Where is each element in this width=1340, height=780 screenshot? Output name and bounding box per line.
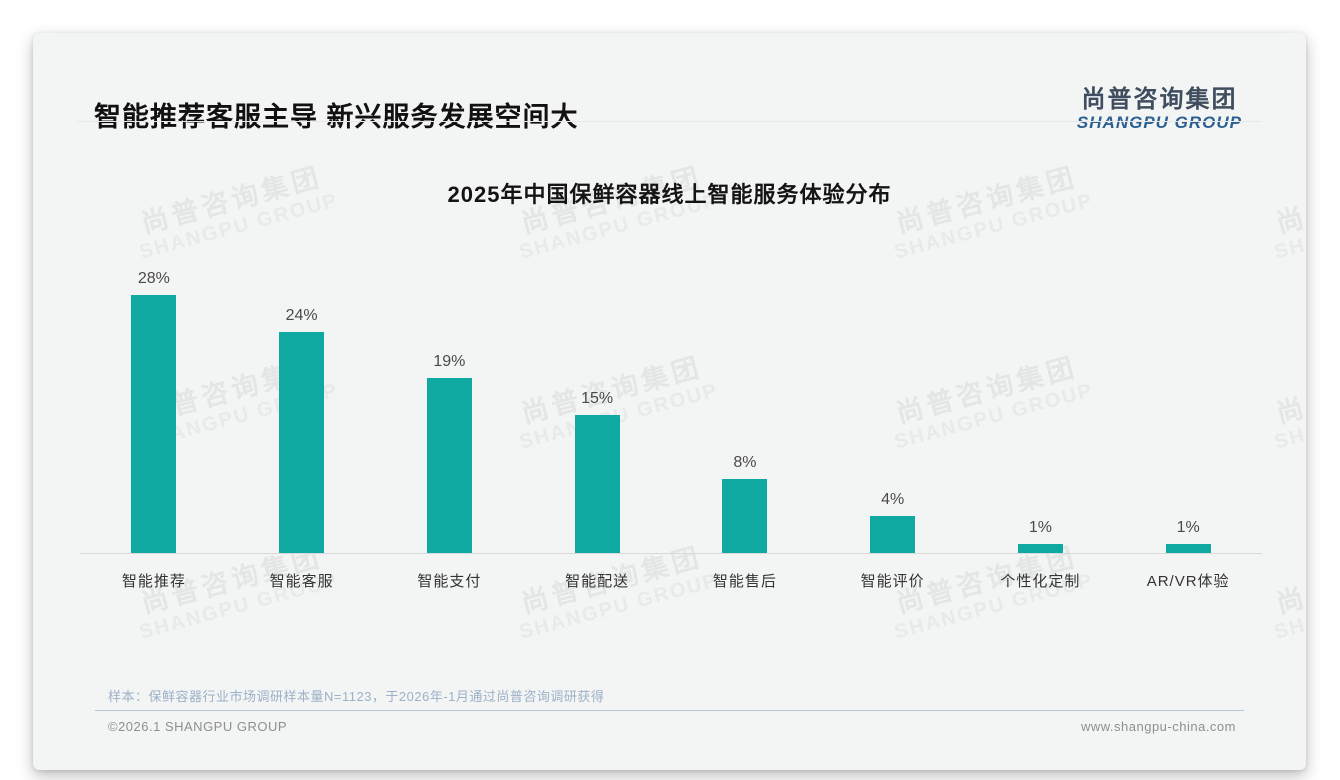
category-label: AR/VR体验 [1146,573,1230,590]
bar [870,516,916,553]
bar-slot: 1% [1114,261,1262,553]
bar-value-label: 24% [285,307,318,324]
bar [574,415,620,553]
chart-title: 2025年中国保鲜容器线上智能服务体验分布 [447,182,892,207]
bar-slot: 15% [523,261,671,553]
bar-slot: 19% [376,261,524,553]
category-label: 智能评价 [860,573,925,590]
slide-card: 尚普咨询集团 SHANGPU GROUP 尚普咨询集团 SHANGPU GROUP 尚普… [33,33,1306,770]
bar [722,479,768,553]
bar [131,295,177,553]
bar-slot: 24% [228,261,376,553]
copyright-text: ©2026.1 SHANGPU GROUP [108,719,288,734]
x-axis-labels: 智能推荐 智能客服 智能支付 智能配送 智能售后 智能评价 个性化定制 AR/VR体验 [80,554,1262,591]
bar-slot: 8% [671,261,819,553]
bar-value-label: 28% [137,270,170,287]
category-label: 智能售后 [712,573,777,590]
page-title: 智能推荐客服主导 新兴服务发展空间大 [94,102,579,132]
company-logo: 尚普咨询集团 SHANGPU GROUP [1077,69,1242,134]
category-label: 智能推荐 [121,573,186,590]
bar-chart: 28% 24% 19% 15% 8% 4% 1% 1% 智能推荐 智能客服 智能支付 智能配送 智能售… [80,261,1262,591]
source-note: 样本：保鲜容器行业市场调研样本量N=1123，于2026年-1月通过尚普咨询调研… [108,689,605,704]
category-label: 智能支付 [417,573,482,590]
logo-cn-text: 尚普咨询集团 [1081,86,1238,113]
bar-slot: 28% [80,261,228,553]
website-text: www.shangpu-china.com [1080,719,1236,734]
bar-value-label: 19% [433,353,466,370]
bar-value-label: 15% [581,390,614,407]
footer: ©2026.1 SHANGPU GROUP www.shangpu-china.… [108,719,1236,734]
header-divider [77,121,1262,122]
bar-slot: 1% [967,261,1115,553]
bar [1017,544,1063,553]
category-label: 个性化定制 [1000,573,1081,590]
watermark-en-text: SHANGPU GROUP [1272,569,1306,644]
bar [279,332,325,553]
header: 智能推荐客服主导 新兴服务发展空间大 尚普咨询集团 SHANGPU GROUP [94,69,1242,145]
bar [426,378,472,553]
bar-value-label: 1% [1176,519,1200,536]
bar-value-label: 1% [1028,519,1052,536]
bar-value-label: 4% [881,491,905,508]
note-divider [95,710,1244,711]
bar-slot: 4% [819,261,967,553]
watermark-en-text: SHANGPU GROUP [1272,379,1306,454]
bar-value-label: 8% [733,454,757,471]
category-label: 智能客服 [269,573,334,590]
category-label: 智能配送 [565,573,630,590]
logo-en-text: SHANGPU GROUP [1076,113,1242,133]
bar [1165,544,1211,553]
plot-area: 28% 24% 19% 15% 8% 4% 1% 1% [80,261,1262,554]
